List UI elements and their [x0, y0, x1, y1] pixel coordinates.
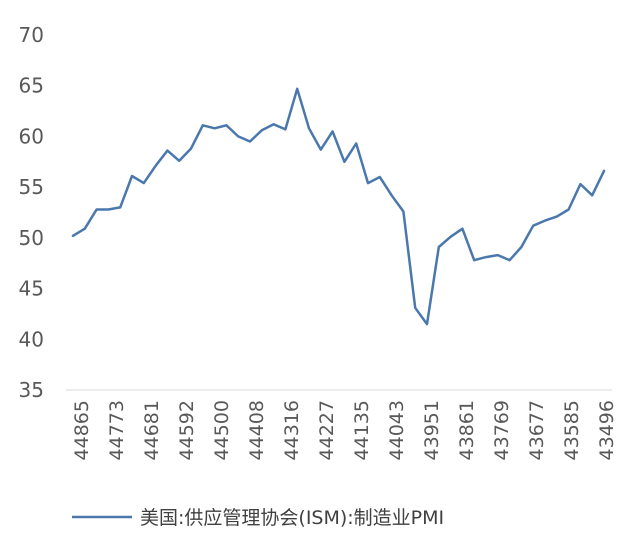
y-tick-label: 45 — [19, 277, 44, 301]
x-tick-label: 44227 — [316, 400, 338, 460]
x-tick-label: 44408 — [246, 400, 268, 460]
y-tick-label: 65 — [19, 74, 44, 98]
y-axis-tick-labels: 35 40 45 50 55 60 65 70 — [19, 23, 44, 402]
x-tick-label: 43861 — [456, 400, 478, 460]
y-tick-label: 55 — [19, 175, 44, 199]
x-axis-tick-labels: 44865 44773 44681 44592 44500 44408 44316 44227… — [71, 400, 618, 460]
x-tick-label: 44043 — [386, 400, 408, 460]
legend-label: 美国:供应管理协会(ISM):制造业PMI — [140, 507, 444, 529]
y-tick-label: 40 — [19, 327, 44, 351]
x-tick-label: 44135 — [351, 400, 373, 460]
series-line-ism-manufacturing-pmi — [71, 87, 606, 326]
x-tick-label: 44681 — [141, 400, 163, 460]
x-tick-label: 43677 — [526, 400, 548, 460]
x-tick-label: 44500 — [211, 400, 233, 460]
x-tick-label: 43585 — [561, 400, 583, 460]
y-tick-label: 50 — [19, 226, 44, 250]
legend: 美国:供应管理协会(ISM):制造业PMI — [72, 507, 444, 529]
x-tick-label: 44865 — [71, 400, 93, 460]
x-tick-label: 43951 — [421, 400, 443, 460]
y-tick-label: 35 — [19, 378, 44, 402]
x-tick-label: 44592 — [176, 400, 198, 460]
x-tick-label: 44316 — [281, 400, 303, 460]
y-tick-label: 60 — [19, 124, 44, 148]
x-tick-label: 43496 — [596, 400, 618, 460]
x-tick-label: 43769 — [491, 400, 513, 460]
y-tick-label: 70 — [19, 23, 44, 47]
x-tick-label: 44773 — [106, 400, 128, 460]
